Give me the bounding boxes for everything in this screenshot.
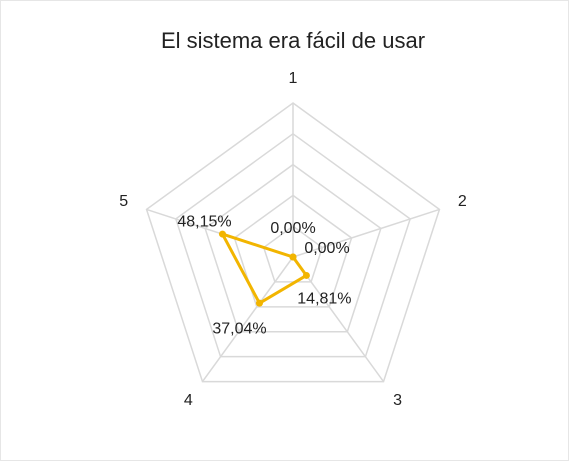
data-point (255, 299, 263, 307)
data-point (289, 253, 297, 261)
category-label: 2 (458, 193, 467, 210)
spoke (201, 256, 294, 383)
chart-title: El sistema era fácil de usar (161, 28, 425, 53)
category-label: 1 (289, 70, 298, 87)
category-label: 5 (119, 193, 128, 210)
grid-ring (145, 102, 441, 383)
category-label: 4 (184, 392, 193, 409)
category-label: 3 (393, 392, 402, 409)
data-point (302, 271, 310, 279)
data-label: 48,15% (177, 213, 231, 230)
grid-ring (233, 194, 353, 308)
data-label: 37,04% (212, 320, 266, 337)
data-label: 14,81% (297, 291, 351, 308)
data-label: 0,00% (270, 220, 315, 237)
grid-ring (204, 163, 382, 333)
data-label: 0,00% (304, 240, 349, 257)
data-point (218, 230, 226, 238)
spoke (292, 208, 440, 258)
grid-ring (174, 132, 412, 358)
